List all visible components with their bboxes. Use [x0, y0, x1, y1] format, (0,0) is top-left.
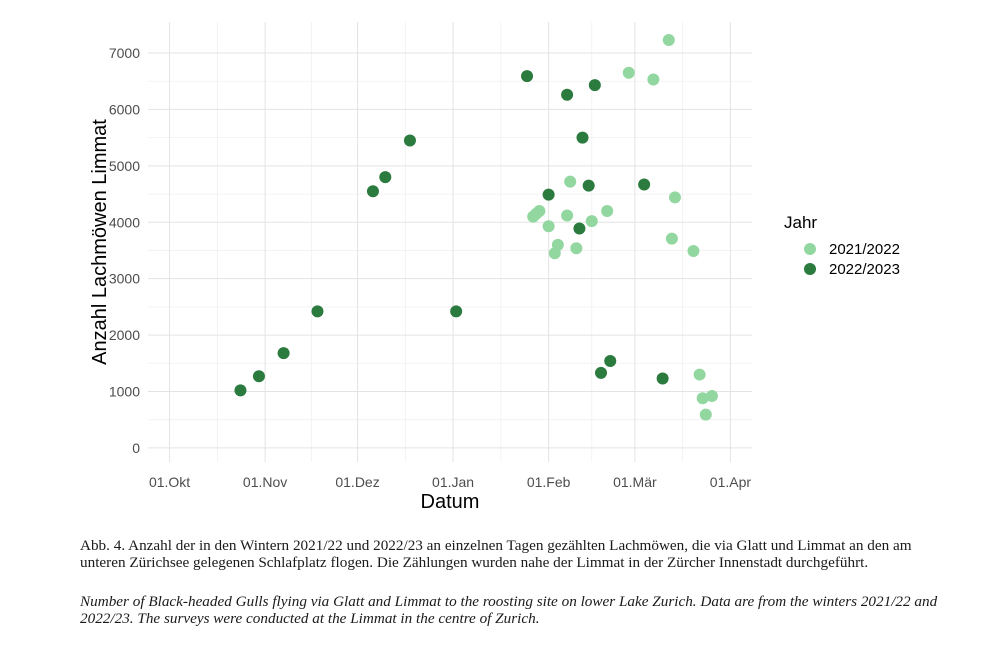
data-point [582, 179, 595, 192]
data-point [573, 222, 586, 235]
legend-label: 2022/2023 [829, 261, 900, 278]
data-point [551, 238, 564, 251]
data-point [311, 305, 324, 318]
data-point [561, 209, 574, 222]
data-point [585, 215, 598, 228]
x-tick-label: 01.Nov [243, 474, 287, 490]
data-point [662, 34, 675, 47]
x-tick-label: 01.Apr [710, 474, 752, 490]
data-point [450, 305, 463, 318]
figure-caption-english: Number of Black-headed Gulls flying via … [80, 593, 938, 627]
data-point [379, 171, 392, 184]
data-point [366, 185, 379, 198]
series-2021-2022 [527, 34, 718, 421]
data-point [699, 408, 712, 421]
data-point [638, 178, 651, 191]
data-point [533, 204, 546, 217]
y-tick-label: 3000 [109, 271, 140, 287]
y-axis-title: Anzahl Lachmöwen Limmat [89, 119, 111, 365]
x-axis-title: Datum [421, 491, 480, 513]
data-point [521, 70, 534, 83]
x-axis-tick-labels: 01.Okt 01.Nov 01.Dez 01.Jan 01.Feb 01.Mär 01.A… [149, 474, 751, 490]
data-point [665, 232, 678, 245]
x-tick-label: 01.Feb [527, 474, 571, 490]
data-point [234, 384, 247, 397]
y-tick-label: 5000 [109, 158, 140, 174]
data-point [564, 175, 577, 188]
data-point [570, 242, 583, 255]
data-point [604, 355, 617, 368]
data-point [696, 392, 709, 405]
y-tick-label: 1000 [109, 383, 140, 399]
scatter-chart: 0 1000 2000 3000 4000 5000 6000 7000 01.Okt 01.N… [89, 22, 900, 513]
legend-key [804, 263, 816, 275]
data-point [656, 372, 669, 385]
x-tick-label: 01.Mär [613, 474, 657, 490]
major-gridlines [148, 22, 752, 462]
data-point [595, 366, 607, 379]
data-point [705, 390, 718, 402]
legend-items: 2021/2022 2022/2023 [804, 241, 900, 278]
series-2022-2023 [234, 70, 669, 397]
y-axis-tick-labels: 0 1000 2000 3000 4000 5000 6000 7000 [109, 45, 140, 456]
y-tick-label: 4000 [109, 214, 140, 230]
data-point [647, 73, 660, 86]
data-point [601, 204, 614, 217]
minor-gridlines [148, 22, 752, 462]
data-points [234, 34, 718, 421]
y-tick-label: 7000 [109, 45, 140, 61]
x-tick-label: 01.Okt [149, 474, 190, 490]
legend-key [804, 243, 816, 255]
data-point [693, 368, 706, 381]
legend-title: Jahr [784, 213, 817, 232]
data-point [588, 79, 601, 92]
y-tick-label: 0 [132, 440, 140, 456]
data-point [576, 131, 589, 144]
figure-caption-german: Abb. 4. Anzahl der in den Wintern 2021/2… [80, 537, 912, 571]
x-tick-label: 01.Jan [432, 474, 474, 490]
data-point [687, 245, 700, 258]
y-tick-label: 2000 [109, 327, 140, 343]
data-point [561, 88, 574, 101]
legend: Jahr 2021/2022 2022/2023 [784, 213, 900, 278]
data-point [252, 370, 265, 383]
data-point [403, 134, 416, 147]
data-point [542, 188, 555, 201]
y-tick-label: 6000 [109, 101, 140, 117]
data-point [542, 220, 555, 233]
legend-label: 2021/2022 [829, 241, 900, 258]
x-tick-label: 01.Dez [335, 474, 379, 490]
data-point [277, 347, 290, 360]
data-point [668, 191, 681, 204]
data-point [622, 66, 635, 79]
